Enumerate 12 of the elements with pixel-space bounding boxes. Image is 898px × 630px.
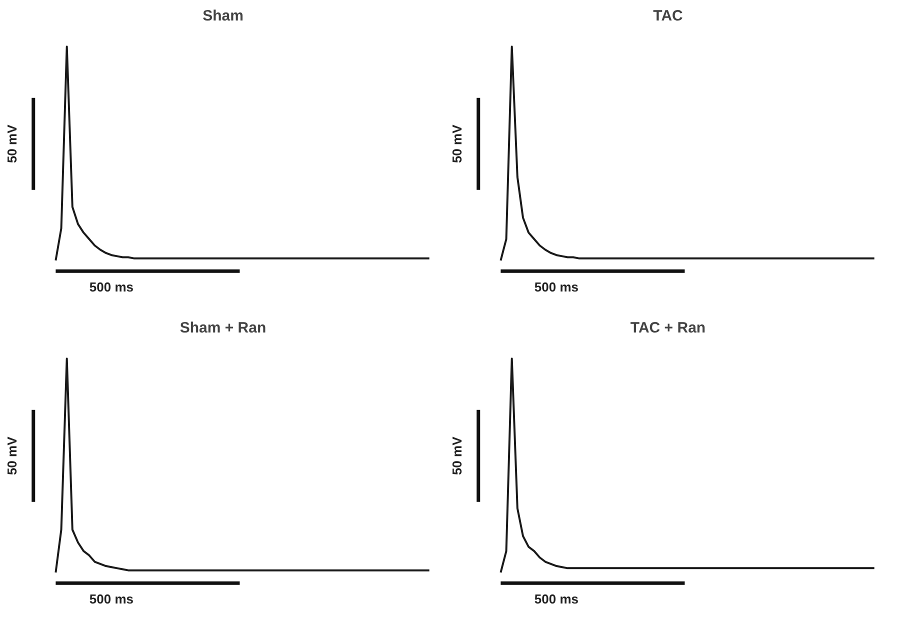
text: 50 mV [4, 436, 20, 476]
text: 50 mV [449, 436, 464, 476]
text: 500 ms [89, 280, 134, 295]
chart-title: Sham + Ran [180, 320, 266, 336]
text: 500 ms [89, 592, 134, 607]
chart-title: TAC + Ran [630, 320, 706, 336]
text: 50 mV [449, 124, 464, 164]
text: 500 ms [534, 592, 579, 607]
text: 500 ms [534, 280, 579, 295]
text: 50 mV [4, 124, 20, 164]
chart-title: TAC [653, 8, 684, 24]
chart-title: Sham [202, 8, 244, 24]
